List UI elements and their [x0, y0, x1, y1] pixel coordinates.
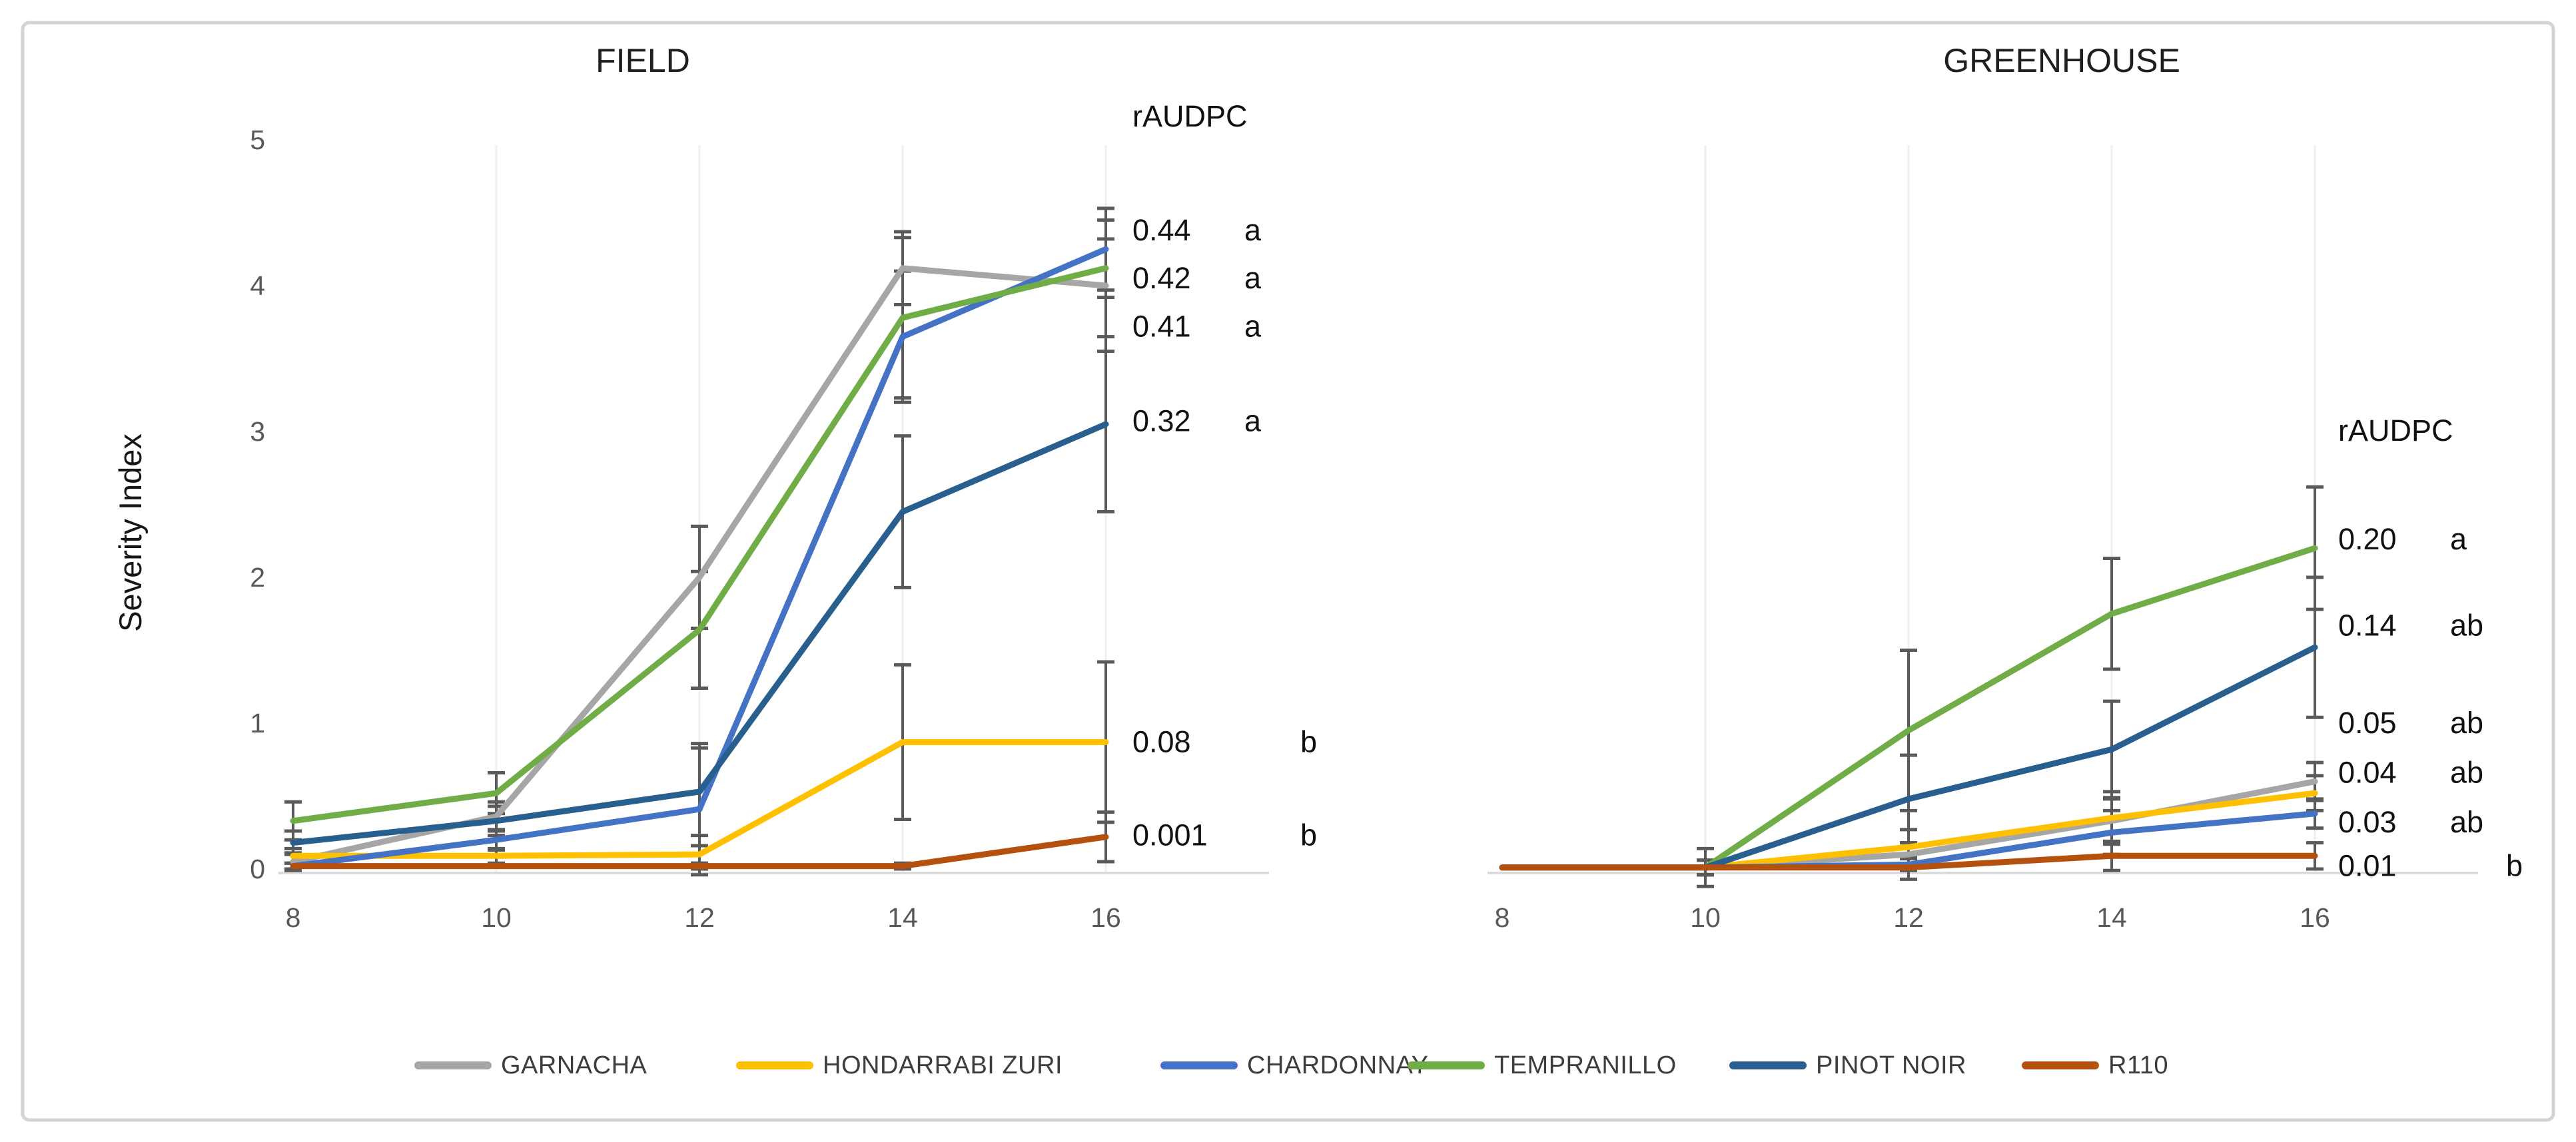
raudpc-letter: b — [1300, 724, 1317, 758]
legend-label: R110 — [2108, 1051, 2169, 1079]
x-tick-label: 10 — [1690, 902, 1721, 933]
raudpc-value: 0.20 — [2338, 522, 2397, 556]
legend: GARNACHA HONDARRABI ZURI CHARDONNAY TEMP… — [0, 1049, 2576, 1089]
r110-line-swatch — [2022, 1061, 2099, 1069]
legend-label: PINOT NOIR — [1816, 1051, 1966, 1079]
legend-item-chardonnay: CHARDONNAY — [1160, 1049, 1428, 1081]
raudpc-letter: a — [1244, 213, 1262, 247]
greenhouse-panel-title: GREENHOUSE — [1943, 42, 2180, 79]
x-tick-label: 14 — [887, 902, 918, 933]
x-tick-label: 8 — [286, 902, 301, 933]
field-panel-title: FIELD — [596, 42, 690, 79]
raudpc-letter: b — [1300, 818, 1317, 852]
garnacha-line-swatch — [414, 1061, 492, 1069]
series-line-tempranillo — [290, 265, 1109, 824]
x-tick-label: 8 — [1495, 902, 1510, 933]
raudpc-value: 0.05 — [2338, 706, 2397, 740]
raudpc-value: 0.001 — [1132, 818, 1208, 852]
raudpc-letter: ab — [2450, 608, 2483, 642]
y-tick-label: 4 — [250, 270, 265, 301]
tempranillo-line-swatch — [1408, 1061, 1485, 1069]
series-line-hondarrabi-zuri — [290, 738, 1109, 859]
legend-item-tempranillo: TEMPRANILLO — [1408, 1049, 1677, 1081]
chardonnay-line-swatch — [1160, 1061, 1238, 1069]
raudpc-letter: ab — [2450, 805, 2483, 839]
raudpc-letter: ab — [2450, 706, 2483, 740]
raudpc-value: 0.01 — [2338, 849, 2397, 883]
y-tick-label: 0 — [250, 854, 265, 884]
x-tick-label: 12 — [684, 902, 715, 933]
x-tick-label: 14 — [2096, 902, 2127, 933]
y-tick-label: 1 — [250, 708, 265, 738]
y-axis-title: Severity Index — [113, 433, 148, 632]
series-line-pinot-noir — [290, 421, 1109, 846]
series-line-r110 — [1499, 852, 2318, 871]
raudpc-value: 0.41 — [1132, 309, 1191, 343]
raudpc-letter: a — [2450, 522, 2467, 556]
legend-item-hondarrabi-zuri: HONDARRABI ZURI — [736, 1049, 1063, 1081]
series-line-r110 — [290, 834, 1109, 870]
raudpc-value: 0.44 — [1132, 213, 1191, 247]
x-tick-label: 12 — [1893, 902, 1924, 933]
raudpc-letter: a — [1244, 309, 1262, 343]
x-tick-label: 16 — [2300, 902, 2330, 933]
hondarrabi-zuri-line-swatch — [736, 1061, 813, 1069]
raudpc-value: 0.04 — [2338, 755, 2397, 789]
y-tick-label: 5 — [250, 125, 265, 155]
raudpc-letter: a — [1244, 404, 1262, 438]
series-line-garnacha — [290, 265, 1109, 865]
raudpc-letter: b — [2506, 849, 2523, 883]
legend-item-r110: R110 — [2022, 1049, 2168, 1081]
legend-label: CHARDONNAY — [1247, 1051, 1429, 1079]
raudpc-header-greenhouse: rAUDPC — [2338, 414, 2453, 447]
legend-item-garnacha: GARNACHA — [414, 1049, 647, 1081]
raudpc-letter: a — [1244, 261, 1262, 295]
y-tick-label: 3 — [250, 416, 265, 447]
raudpc-value: 0.03 — [2338, 805, 2397, 839]
raudpc-header-field: rAUDPC — [1132, 99, 1248, 133]
legend-label: HONDARRABI ZURI — [823, 1051, 1063, 1079]
raudpc-value: 0.42 — [1132, 261, 1191, 295]
legend-item-pinot-noir: PINOT NOIR — [1729, 1049, 1966, 1081]
y-tick-label: 2 — [250, 562, 265, 593]
x-tick-label: 16 — [1090, 902, 1121, 933]
x-tick-label: 10 — [481, 902, 512, 933]
raudpc-letter: ab — [2450, 755, 2483, 789]
raudpc-value: 0.08 — [1132, 724, 1191, 758]
greenhouse-panel: 8 10 12 14 16 0.20 a 0.14 ab 0.05 ab 0.04 ab 0.03 ab 0.… — [1488, 145, 2523, 933]
series-line-chardonnay — [290, 246, 1109, 870]
pinot-noir-line-swatch — [1729, 1061, 1807, 1069]
raudpc-value: 0.14 — [2338, 608, 2397, 642]
legend-label: GARNACHA — [501, 1051, 647, 1079]
raudpc-value: 0.32 — [1132, 404, 1191, 438]
legend-label: TEMPRANILLO — [1494, 1051, 1677, 1079]
chart-frame — [21, 21, 2555, 1122]
